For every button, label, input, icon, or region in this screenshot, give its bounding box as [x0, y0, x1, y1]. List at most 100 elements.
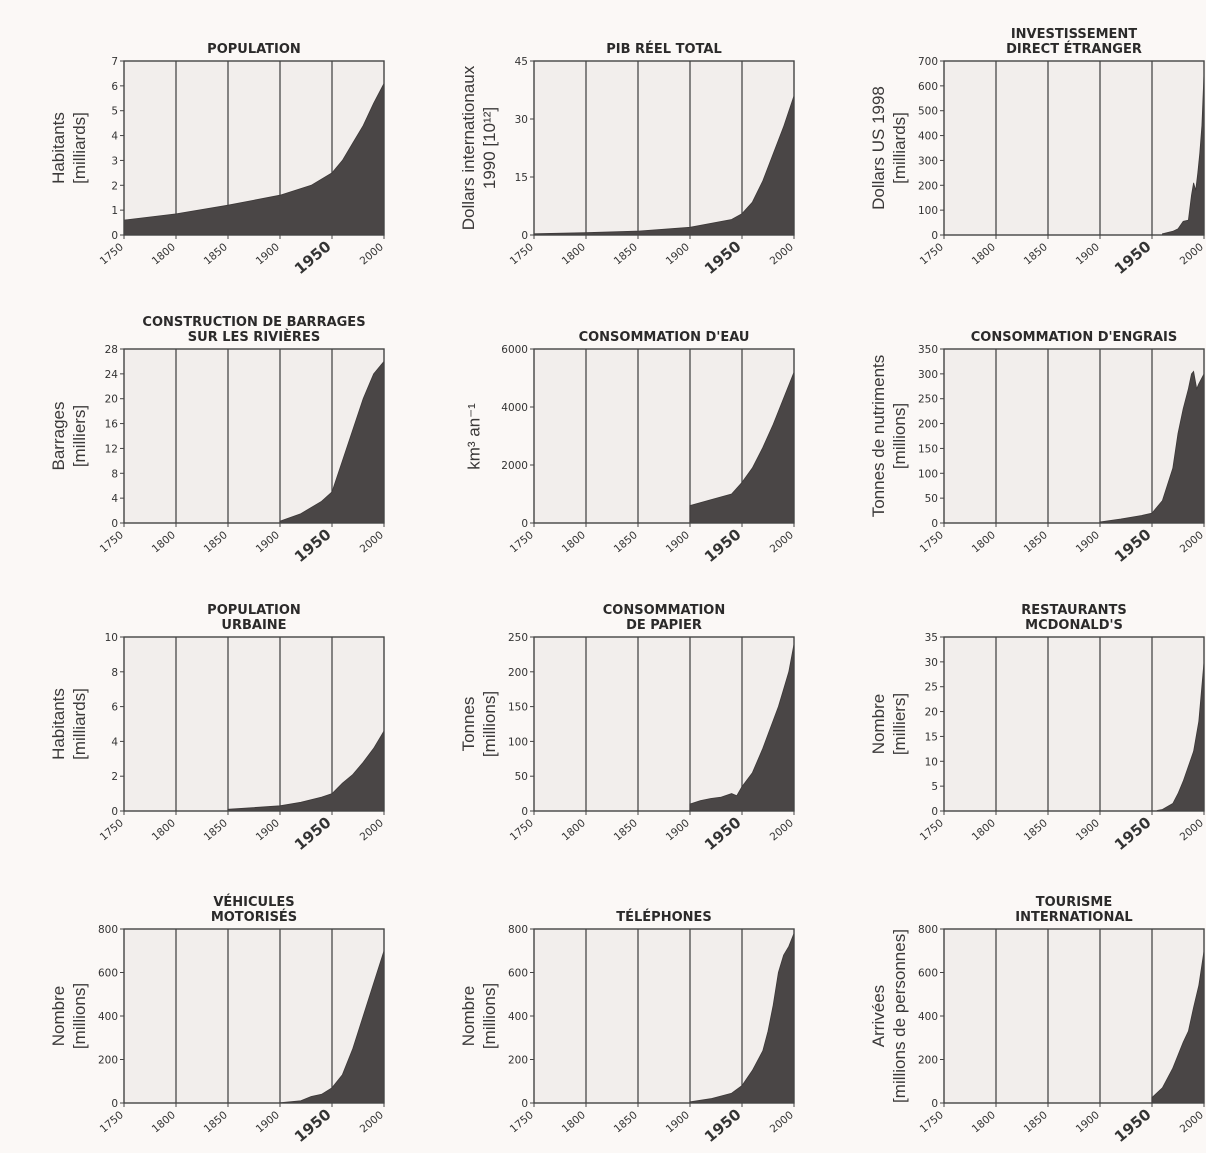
- y-tick-label: 500: [918, 106, 938, 118]
- x-tick-label: 2000: [358, 529, 386, 555]
- x-tick-label: 1800: [560, 241, 588, 267]
- y-tick-label: 28: [105, 344, 118, 356]
- y-tick-label: 100: [508, 736, 528, 748]
- y-axis-label: Nombre [millions]: [49, 982, 89, 1050]
- plot-frame: [123, 60, 385, 236]
- y-tick-label: 2: [111, 180, 118, 192]
- y-tick-label: 250: [508, 632, 528, 644]
- y-tick-label: 0: [111, 1098, 118, 1110]
- x-tick-label: 1800: [970, 241, 998, 267]
- y-tick-label: 400: [918, 131, 938, 143]
- plot-area: 0 5 10 15 20 25 30 35 1750 1800 1850 1900 1950 2000: [918, 632, 1206, 854]
- x-tick-label: 1850: [612, 1109, 640, 1135]
- y-axis-label: Dollars US 1998 [milliards]: [869, 86, 909, 210]
- x-tick-label: 1850: [202, 529, 230, 555]
- x-tick-label: 1950: [701, 1105, 745, 1146]
- y-tick-label: 35: [925, 632, 938, 644]
- y-tick-label: 0: [931, 518, 938, 530]
- y-tick-label: 600: [508, 968, 528, 980]
- plot-background: [944, 61, 1204, 235]
- y-tick-label: 8: [111, 468, 118, 480]
- x-tick-label: 1950: [1111, 237, 1155, 278]
- plot-area: 0 200 400 600 800 1750 1800 1850 1900 1950 2000: [918, 924, 1206, 1146]
- y-tick-label: 150: [508, 702, 528, 714]
- y-tick-label: 4000: [501, 402, 528, 414]
- y-tick-label: 200: [918, 419, 938, 431]
- plot-frame: [943, 60, 1205, 236]
- plot-area: 0 50 100 150 200 250 300 350 1750 1800 1850 1900 195…: [918, 344, 1206, 566]
- x-tick-label: 1850: [202, 1109, 230, 1135]
- plot-background: [124, 637, 384, 811]
- x-tick-label: 1800: [150, 241, 178, 267]
- y-tick-label: 800: [98, 924, 118, 936]
- y-tick-label: 0: [931, 230, 938, 242]
- y-tick-label: 150: [918, 443, 938, 455]
- x-tick-label: 1800: [150, 817, 178, 843]
- x-tick-label: 2000: [1178, 241, 1206, 267]
- y-tick-label: 20: [105, 394, 118, 406]
- y-tick-label: 0: [111, 518, 118, 530]
- chart-title: TÉLÉPHONES: [616, 910, 712, 925]
- y-tick-label: 16: [105, 419, 119, 431]
- plot-area: 0 200 400 600 800 1750 1800 1850 1900 1950 2000: [98, 924, 386, 1146]
- plot-area: 0 2 4 6 8 10 1750 1800 1850 1900 1950 2000: [98, 632, 386, 854]
- plot-background: [944, 637, 1204, 811]
- x-tick-label: 1950: [291, 237, 335, 278]
- y-tick-label: 200: [98, 1055, 118, 1067]
- y-tick-label: 800: [508, 924, 528, 936]
- x-tick-label: 1750: [918, 241, 946, 267]
- y-tick-label: 6: [111, 702, 118, 714]
- plot-background: [124, 929, 384, 1103]
- x-tick-label: 1850: [612, 817, 640, 843]
- y-axis-label: Tonnes [millions]: [459, 690, 499, 758]
- x-tick-label: 2000: [358, 241, 386, 267]
- y-tick-label: 30: [515, 114, 528, 126]
- plot-frame: [123, 348, 385, 524]
- x-tick-label: 1800: [560, 1109, 588, 1135]
- x-tick-label: 1900: [1074, 817, 1102, 843]
- y-tick-label: 3: [111, 155, 118, 167]
- plot-frame: [533, 348, 795, 524]
- x-tick-label: 1900: [1074, 529, 1102, 555]
- x-tick-label: 2000: [358, 817, 386, 843]
- y-axis-label: Nombre [millions]: [459, 982, 499, 1050]
- y-tick-label: 250: [918, 394, 938, 406]
- x-tick-label: 2000: [1178, 1109, 1206, 1135]
- y-tick-label: 200: [918, 180, 938, 192]
- chart-title: POPULATION: [207, 42, 301, 57]
- y-tick-label: 20: [925, 707, 938, 719]
- plot-frame: [533, 636, 795, 812]
- x-tick-label: 1900: [1074, 1109, 1102, 1135]
- chart-title: POPULATION URBAINE: [207, 603, 301, 633]
- y-tick-label: 4: [111, 131, 118, 143]
- x-tick-label: 1950: [701, 525, 745, 566]
- x-tick-label: 1850: [202, 817, 230, 843]
- x-tick-label: 1750: [918, 529, 946, 555]
- y-tick-label: 0: [931, 1098, 938, 1110]
- y-tick-label: 300: [918, 369, 938, 381]
- x-tick-label: 1800: [560, 817, 588, 843]
- y-tick-label: 800: [918, 924, 938, 936]
- y-tick-label: 0: [931, 806, 938, 818]
- x-tick-label: 1900: [254, 241, 282, 267]
- y-tick-label: 5: [111, 106, 118, 118]
- y-tick-label: 10: [105, 632, 118, 644]
- y-axis-label: Dollars internationaux 1990 [10¹²]: [459, 65, 499, 231]
- plot-area: 0 1 2 3 4 5 6 7 1750 1800 1850 1900 1950 2000: [98, 56, 386, 278]
- y-tick-label: 400: [508, 1011, 528, 1023]
- plot-area: 0 15 30 45 1750 1800 1850 1900 1950 2000: [508, 56, 796, 278]
- y-axis-label: Tonnes de nutriments [millions]: [869, 354, 909, 518]
- y-tick-label: 24: [105, 369, 119, 381]
- x-tick-label: 1900: [664, 241, 692, 267]
- y-tick-label: 50: [925, 493, 938, 505]
- data-area: [689, 643, 795, 812]
- x-tick-label: 1750: [98, 529, 126, 555]
- y-tick-label: 0: [521, 1098, 528, 1110]
- plot-frame: [123, 636, 385, 812]
- x-tick-label: 1800: [970, 529, 998, 555]
- y-tick-label: 400: [918, 1011, 938, 1023]
- y-tick-label: 0: [111, 230, 118, 242]
- data-area: [123, 83, 385, 236]
- y-tick-label: 7: [111, 56, 118, 68]
